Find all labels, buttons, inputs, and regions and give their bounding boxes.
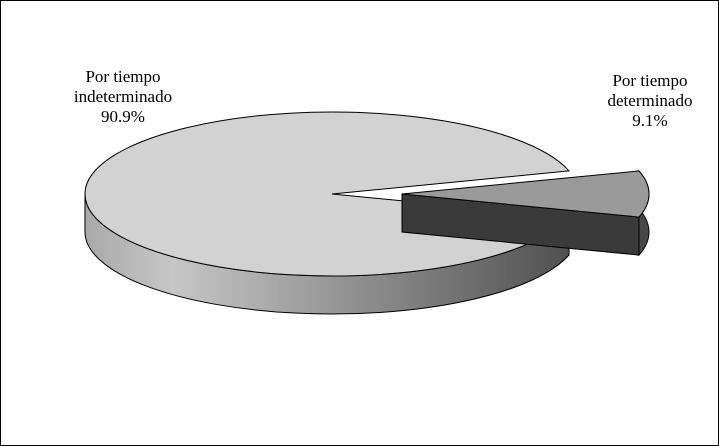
slice-label-indeterminado: Por tiempo indeterminado 90.9% <box>38 67 208 127</box>
slice-value-determinado: 9.1% <box>632 111 668 130</box>
slice-label-indeterminado-line2: indeterminado <box>73 87 173 106</box>
slice-top-determinado <box>401 170 650 218</box>
slice-label-determinado-line1: Por tiempo <box>612 71 688 90</box>
slice-label-determinado-line2: determinado <box>607 91 693 110</box>
slice-value-indeterminado: 90.9% <box>101 107 145 126</box>
slice-label-determinado: Por tiempo determinado 9.1% <box>585 71 715 131</box>
slice-label-indeterminado-line1: Por tiempo <box>85 67 161 86</box>
